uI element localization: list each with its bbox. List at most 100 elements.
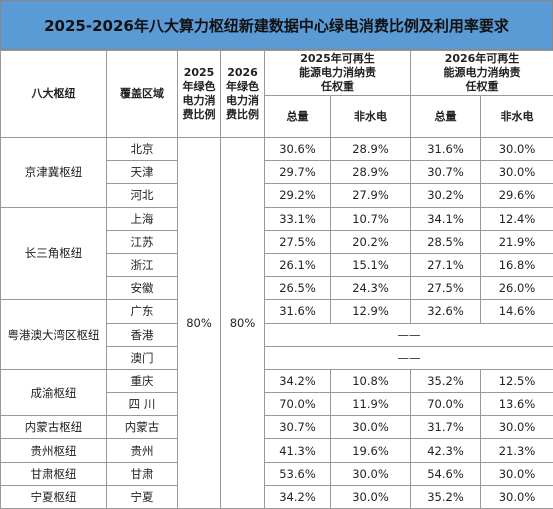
value-cell: 30.0% [330, 461, 411, 486]
value-cell: 21.3% [480, 438, 553, 463]
value-cell: 53.6% [264, 461, 331, 486]
value-cell: 34.2% [264, 484, 331, 509]
value-cell: 27.1% [410, 252, 481, 278]
header-cell: 2026年可再生能源电力消纳责任权重 [410, 50, 553, 96]
value-cell: 30.7% [410, 160, 481, 185]
header-cell: 覆盖区域 [106, 50, 178, 138]
row: 河北 29.2% 27.9% 30.2% 29.6% [1, 183, 553, 208]
row: 安徽 26.5% 24.3% 27.5% 26.0% [1, 276, 553, 301]
green-cell: 80% [220, 137, 265, 509]
hub-cell: 成渝枢纽 [0, 368, 107, 417]
header-cell: 非水电 [330, 95, 411, 138]
region-cell: 香港 [106, 322, 178, 347]
value-cell: 20.2% [330, 229, 411, 254]
value-cell: 29.2% [264, 183, 331, 208]
hub-cell: 宁夏枢纽 [0, 484, 107, 509]
hub-cell: 长三角枢纽 [0, 206, 107, 301]
header-cell: 总量 [410, 95, 481, 138]
value-cell: 29.6% [480, 183, 553, 208]
value-cell: 28.9% [330, 136, 411, 162]
row: 内蒙古枢纽 内蒙古 30.7% 30.0% 31.7% 30.0% [0, 415, 553, 440]
value-cell: 14.6% [480, 299, 553, 324]
table-body: 京津冀枢纽 北京 80% 80% 30.6% 28.9% 31.6% 30.0% 天津 29.7%… [0, 136, 553, 509]
value-cell: 34.2% [264, 368, 331, 394]
header-cell: 总量 [264, 95, 331, 138]
row: 天津 29.7% 28.9% 30.7% 30.0% [1, 160, 553, 185]
value-cell: 11.9% [330, 392, 411, 417]
value-cell: 30.0% [480, 136, 553, 162]
value-cell: 30.0% [330, 484, 411, 509]
value-cell: 21.9% [480, 229, 553, 254]
value-cell: 13.6% [480, 392, 553, 417]
region-cell: 四 川 [106, 392, 178, 417]
value-cell: 54.6% [410, 461, 481, 486]
value-cell: —— [264, 345, 553, 370]
value-cell: 41.3% [264, 438, 331, 463]
row: 粤港澳大湾区枢纽 广东 31.6% 12.9% 32.6% 14.6% [0, 299, 553, 370]
value-cell: 30.6% [264, 136, 331, 162]
region-cell: 澳门 [106, 345, 178, 370]
value-cell: 15.1% [330, 252, 411, 278]
header-cell: 2026年绿色电力消费比例 [220, 50, 265, 138]
row: 江苏 27.5% 20.2% 28.5% 21.9% [1, 229, 553, 254]
region-cell: 宁夏 [106, 484, 178, 509]
value-cell: 12.9% [330, 299, 411, 324]
row: 四 川 70.0% 11.9% 70.0% 13.6% [1, 392, 553, 417]
title: 2025-2026年八大算力枢纽新建数据中心绿电消费比例及利用率要求 [0, 0, 553, 50]
value-cell: 10.7% [330, 206, 411, 231]
region-cell: 上海 [106, 206, 178, 231]
value-cell: 35.2% [410, 368, 481, 394]
region-cell: 浙江 [106, 252, 178, 278]
row: 长三角枢纽 上海 33.1% 10.7% 34.1% 12.4% [0, 206, 553, 301]
value-cell: 70.0% [410, 392, 481, 417]
region-cell: 安徽 [106, 276, 178, 301]
row: 成渝枢纽 重庆 34.2% 10.8% 35.2% 12.5% [0, 368, 553, 417]
row: 浙江 26.1% 15.1% 27.1% 16.8% [1, 252, 553, 278]
header-cell: 2025年绿色电力消费比例 [177, 50, 221, 138]
header-cell: 2025年可再生能源电力消纳责任权重 [264, 50, 411, 96]
row: 香港 —— [1, 322, 553, 347]
value-cell: 26.1% [264, 252, 331, 278]
region-cell: 贵州 [106, 438, 178, 463]
green-cell: 80% [177, 137, 221, 509]
value-cell: 42.3% [410, 438, 481, 463]
region-cell: 天津 [106, 160, 178, 185]
value-cell: 35.2% [410, 484, 481, 509]
row: 甘肃枢纽 甘肃 53.6% 30.0% 54.6% 30.0% [0, 461, 553, 486]
value-cell: 30.2% [410, 183, 481, 208]
value-cell: 30.7% [264, 415, 331, 440]
value-cell: 27.9% [330, 183, 411, 208]
value-cell: 27.5% [264, 229, 331, 254]
value-cell: 28.9% [330, 160, 411, 185]
value-cell: 34.1% [410, 206, 481, 231]
value-cell: 19.6% [330, 438, 411, 463]
value-cell: 30.0% [330, 415, 411, 440]
value-cell: 30.0% [480, 160, 553, 185]
value-cell: 29.7% [264, 160, 331, 185]
region-cell: 广东 [106, 299, 178, 324]
value-cell: 33.1% [264, 206, 331, 231]
hub-cell: 粤港澳大湾区枢纽 [0, 299, 107, 370]
value-cell: —— [264, 322, 553, 347]
value-cell: 26.0% [480, 276, 553, 301]
hub-cell: 京津冀枢纽 [0, 137, 107, 208]
value-cell: 31.7% [410, 415, 481, 440]
value-cell: 30.0% [480, 415, 553, 440]
region-cell: 内蒙古 [106, 415, 178, 440]
hub-cell: 内蒙古枢纽 [0, 415, 107, 440]
value-cell: 30.0% [480, 461, 553, 486]
row: 贵州枢纽 贵州 41.3% 19.6% 42.3% 21.3% [0, 438, 553, 463]
row: 宁夏枢纽 宁夏 34.2% 30.0% 35.2% 30.0% [0, 484, 553, 509]
value-cell: 26.5% [264, 276, 331, 301]
value-cell: 31.6% [410, 136, 481, 162]
value-cell: 27.5% [410, 276, 481, 301]
value-cell: 10.8% [330, 368, 411, 394]
row: 京津冀枢纽 北京 80% 80% 30.6% 28.9% 31.6% 30.0% [0, 136, 553, 509]
hub-cell: 贵州枢纽 [0, 438, 107, 463]
region-cell: 河北 [106, 183, 178, 208]
region-cell: 江苏 [106, 229, 178, 254]
region-cell: 北京 [106, 136, 178, 162]
region-cell: 重庆 [106, 368, 178, 394]
value-cell: 16.8% [480, 252, 553, 278]
